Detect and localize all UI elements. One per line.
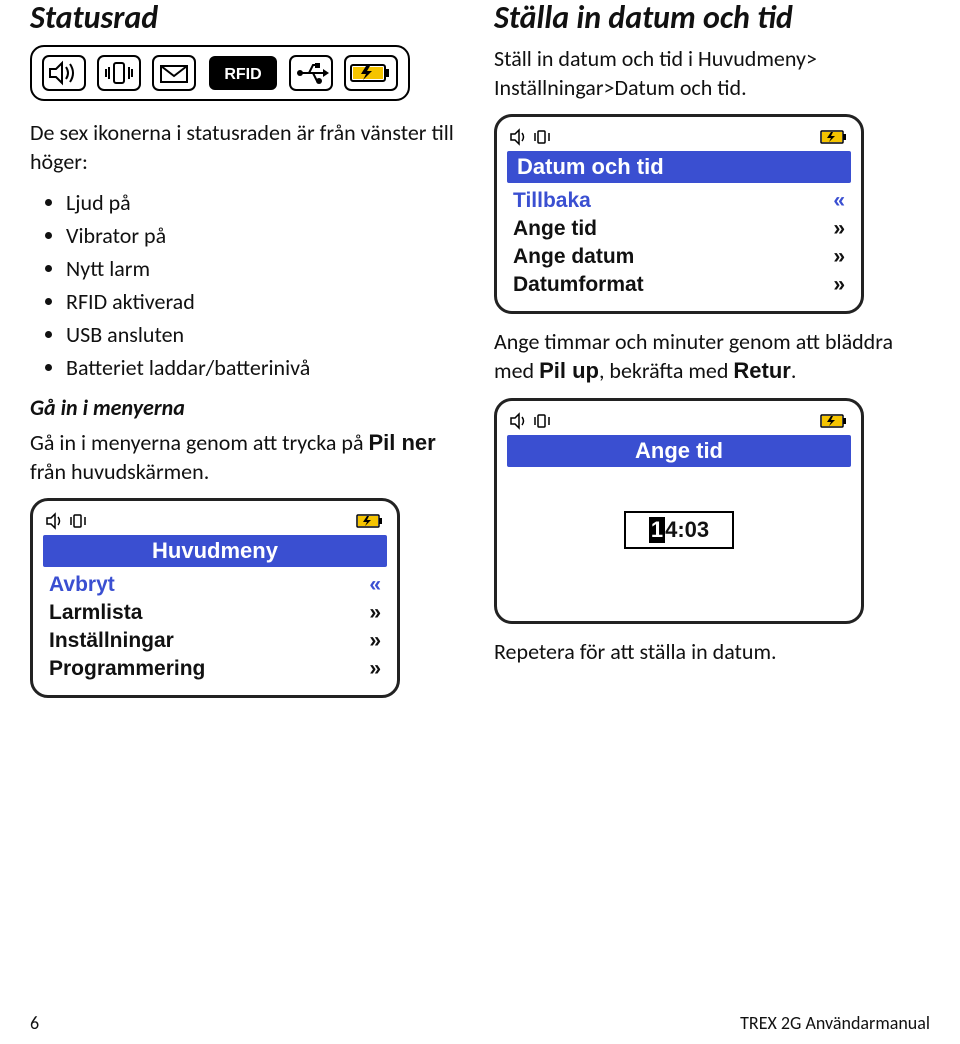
right-outro: Repetera för att ställa in datum. <box>494 638 930 667</box>
sound-icon <box>509 412 531 430</box>
menu-row[interactable]: Programmering » <box>43 655 387 683</box>
usb-icon <box>289 55 333 91</box>
page: Statusrad RFID <box>0 0 960 1044</box>
rfid-icon: RFID <box>208 55 278 91</box>
screen-title: Huvudmeny <box>43 535 387 567</box>
chevron-left-icon: « <box>833 189 845 213</box>
bold-text: Pil ner <box>368 430 435 455</box>
menu-row[interactable]: Ange tid » <box>507 215 851 243</box>
battery-icon <box>344 55 398 91</box>
text: . <box>791 357 797 384</box>
mini-statusbar <box>507 409 851 435</box>
menu-row[interactable]: Datumformat » <box>507 271 851 299</box>
screen-huvudmeny: Huvudmeny Avbryt « Larmlista » Inställning… <box>30 498 400 698</box>
columns: Statusrad RFID <box>0 0 960 1004</box>
menu-row[interactable]: Larmlista » <box>43 599 387 627</box>
list-item: Nytt larm <box>66 252 466 285</box>
menu-label: Tillbaka <box>513 189 591 213</box>
bullet-list: Ljud på Vibrator på Nytt larm RFID aktiv… <box>30 186 466 384</box>
list-item: Vibrator på <box>66 219 466 252</box>
left-subtext: Gå in i menyerna genom att trycka på Pil… <box>30 429 466 486</box>
vibrate-icon <box>531 128 553 146</box>
menu-label: Programmering <box>49 657 205 681</box>
screen-ange-tid: Ange tid 14:03 <box>494 398 864 624</box>
menu-label: Larmlista <box>49 601 142 625</box>
text: , bekräfta med <box>599 357 733 384</box>
list-item: Batteriet laddar/batterinivå <box>66 351 466 384</box>
statusbar-preview: RFID <box>30 45 410 101</box>
chevron-right-icon: » <box>833 217 845 241</box>
chevron-right-icon: » <box>833 273 845 297</box>
menu-label: Inställningar <box>49 629 174 653</box>
menu-label: Ange tid <box>513 217 597 241</box>
menu-label: Avbryt <box>49 573 115 597</box>
right-intro: Ställ in datum och tid i Huvudmeny> Inst… <box>494 45 930 102</box>
left-heading: Statusrad <box>30 0 466 35</box>
chevron-right-icon: » <box>369 657 381 681</box>
chevron-right-icon: » <box>369 601 381 625</box>
screen-title: Datum och tid <box>507 151 851 183</box>
svg-text:RFID: RFID <box>224 66 261 83</box>
right-heading: Ställa in datum och tid <box>494 0 930 35</box>
right-midtext: Ange timmar och minuter genom att bläddr… <box>494 328 930 385</box>
time-input[interactable]: 14:03 <box>624 511 734 549</box>
bold-text: Pil up <box>539 358 599 383</box>
list-item: Ljud på <box>66 186 466 219</box>
time-selected-digit: 1 <box>649 517 665 543</box>
menu-row[interactable]: Ange datum » <box>507 243 851 271</box>
left-intro: De sex ikonerna i statusraden är från vä… <box>30 119 466 176</box>
mini-statusbar <box>43 509 387 535</box>
mini-statusbar <box>507 125 851 151</box>
list-item: USB ansluten <box>66 318 466 351</box>
menu-label: Datumformat <box>513 273 644 297</box>
battery-icon <box>819 128 849 146</box>
list-item: RFID aktiverad <box>66 285 466 318</box>
bold-text: Retur <box>733 358 790 383</box>
doc-title: TREX 2G Användarmanual <box>740 1012 930 1034</box>
battery-icon <box>819 412 849 430</box>
vibrate-icon <box>531 412 553 430</box>
text: Gå in i menyerna genom att trycka på <box>30 429 368 456</box>
screen-datum-tid: Datum och tid Tillbaka « Ange tid » Ange d… <box>494 114 864 314</box>
left-subheading: Gå in i menyerna <box>30 394 466 423</box>
menu-row[interactable]: Avbryt « <box>43 571 387 599</box>
time-rest: 4:03 <box>665 517 709 543</box>
vibrate-icon <box>97 55 141 91</box>
menu-label: Ange datum <box>513 245 634 269</box>
chevron-left-icon: « <box>369 573 381 597</box>
screen-title: Ange tid <box>507 435 851 467</box>
mail-icon <box>152 55 196 91</box>
page-number: 6 <box>30 1012 39 1034</box>
menu-row[interactable]: Inställningar » <box>43 627 387 655</box>
battery-icon <box>355 512 385 530</box>
chevron-right-icon: » <box>369 629 381 653</box>
sound-icon <box>509 128 531 146</box>
right-column: Ställa in datum och tid Ställ in datum o… <box>494 0 930 1004</box>
vibrate-icon <box>67 512 89 530</box>
menu-row[interactable]: Tillbaka « <box>507 187 851 215</box>
left-column: Statusrad RFID <box>30 0 466 1004</box>
page-footer: 6 TREX 2G Användarmanual <box>0 1004 960 1044</box>
sound-icon <box>42 55 86 91</box>
text: från huvudskärmen. <box>30 458 209 485</box>
sound-icon <box>45 512 67 530</box>
chevron-right-icon: » <box>833 245 845 269</box>
